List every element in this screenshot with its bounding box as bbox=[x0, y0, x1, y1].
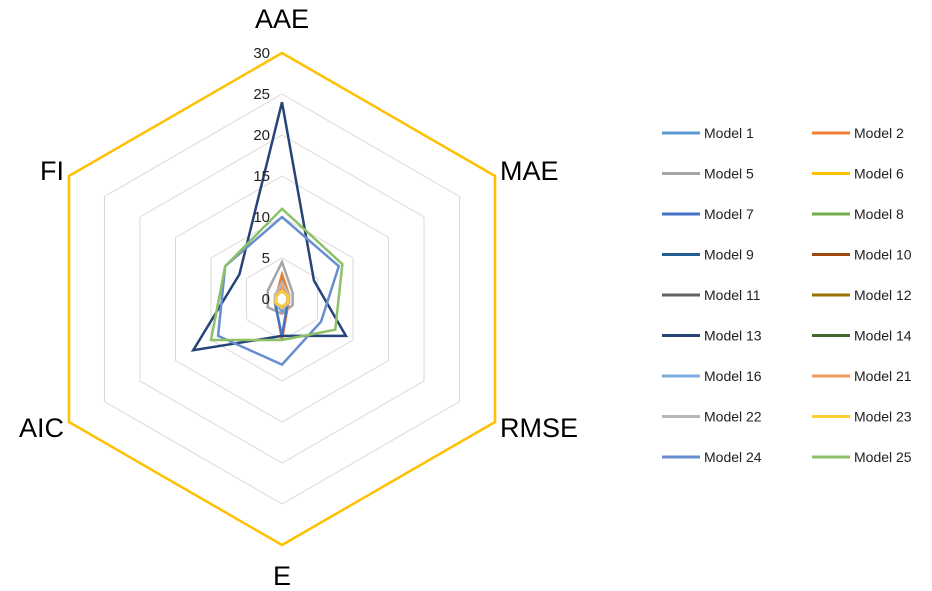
legend-item: Model 5 bbox=[662, 166, 754, 182]
legend-item: Model 12 bbox=[812, 287, 912, 303]
legend-item: Model 13 bbox=[662, 328, 762, 344]
tick-label-25: 25 bbox=[253, 86, 270, 103]
grid-ring-30 bbox=[68, 52, 496, 546]
axis-label-aic: AIC bbox=[19, 413, 64, 443]
legend-item: Model 14 bbox=[812, 328, 912, 344]
legend-label: Model 24 bbox=[704, 449, 762, 465]
legend-label: Model 23 bbox=[854, 409, 912, 425]
series-model-6 bbox=[67, 51, 497, 547]
series-model-13 bbox=[190, 101, 349, 352]
legend-label: Model 6 bbox=[854, 166, 904, 182]
legend-label: Model 1 bbox=[704, 125, 754, 141]
legend-item: Model 16 bbox=[662, 368, 762, 384]
legend-label: Model 12 bbox=[854, 287, 912, 303]
legend-label: Model 11 bbox=[704, 287, 761, 303]
axis-label-e: E bbox=[273, 561, 291, 591]
grid-ring-15 bbox=[174, 175, 390, 423]
legend-item: Model 2 bbox=[812, 125, 904, 141]
legend: Model 1 Model 2 Model 5 Model 6 Model 7 Model… bbox=[662, 125, 912, 465]
legend-label: Model 13 bbox=[704, 328, 762, 344]
legend-label: Model 8 bbox=[854, 206, 904, 222]
radar-series bbox=[67, 51, 497, 547]
grid-ring-20 bbox=[139, 134, 425, 464]
radar-grid bbox=[68, 52, 496, 546]
series-model-23 bbox=[274, 289, 289, 309]
tick-label-30: 30 bbox=[253, 45, 270, 62]
radial-ticks: 0 5 10 15 20 25 30 bbox=[253, 45, 270, 308]
legend-label: Model 14 bbox=[854, 328, 912, 344]
legend-item: Model 11 bbox=[662, 287, 761, 303]
grid-ring-25 bbox=[103, 93, 461, 505]
legend-item: Model 1 bbox=[662, 125, 754, 141]
legend-label: Model 10 bbox=[854, 247, 912, 263]
axis-labels: AAE MAE RMSE E AIC FI bbox=[19, 4, 578, 591]
legend-item: Model 9 bbox=[662, 247, 754, 263]
legend-item: Model 24 bbox=[662, 449, 762, 465]
legend-item: Model 25 bbox=[812, 449, 912, 465]
legend-item: Model 8 bbox=[812, 206, 904, 222]
legend-item: Model 22 bbox=[662, 409, 762, 425]
legend-item: Model 10 bbox=[812, 247, 912, 263]
legend-item: Model 6 bbox=[812, 166, 904, 182]
series-model-22 bbox=[273, 280, 291, 311]
legend-item: Model 21 bbox=[812, 368, 912, 384]
tick-label-20: 20 bbox=[253, 127, 270, 144]
legend-label: Model 5 bbox=[704, 166, 754, 182]
legend-item: Model 23 bbox=[812, 409, 912, 425]
legend-item: Model 7 bbox=[662, 206, 754, 222]
series-model-25 bbox=[209, 207, 344, 342]
grid-ring-5 bbox=[245, 257, 319, 341]
axis-label-fi: FI bbox=[40, 156, 64, 186]
tick-label-15: 15 bbox=[253, 168, 270, 185]
tick-label-0: 0 bbox=[262, 291, 270, 308]
axis-label-mae: MAE bbox=[500, 156, 559, 186]
legend-label: Model 25 bbox=[854, 449, 912, 465]
tick-label-10: 10 bbox=[253, 209, 270, 226]
legend-label: Model 16 bbox=[704, 368, 762, 384]
legend-label: Model 21 bbox=[854, 368, 912, 384]
axis-label-aae: AAE bbox=[255, 4, 309, 34]
series-model-5 bbox=[266, 258, 294, 316]
legend-label: Model 9 bbox=[704, 247, 754, 263]
axis-label-rmse: RMSE bbox=[500, 413, 578, 443]
legend-label: Model 22 bbox=[704, 409, 762, 425]
grid-ring-10 bbox=[210, 216, 354, 382]
legend-label: Model 7 bbox=[704, 206, 754, 222]
legend-label: Model 2 bbox=[854, 125, 904, 141]
tick-label-5: 5 bbox=[262, 250, 270, 267]
